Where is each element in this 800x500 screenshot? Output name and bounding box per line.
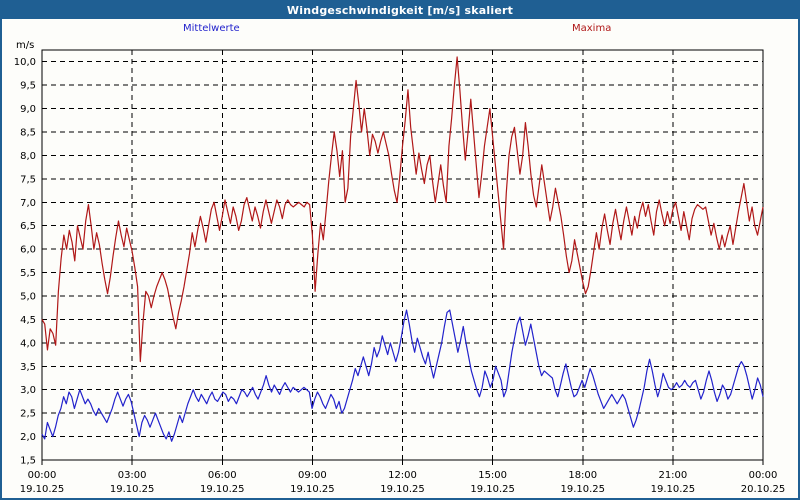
y-tick-label: 7,0 [20, 198, 36, 209]
x-tick-time-label: 18:00 [568, 470, 597, 481]
y-tick-label: 4,5 [20, 315, 36, 326]
chart-legend: Mittelwerte Maxima [2, 20, 798, 38]
y-tick-label: 2,0 [20, 432, 36, 443]
window-title: Windgeschwindigkeit [m/s] skaliert [2, 2, 798, 19]
y-tick-label: 3,0 [20, 385, 36, 396]
x-tick-time-label: 03:00 [118, 470, 147, 481]
series-line-maxima [41, 56, 764, 363]
x-tick-date-label: 19.10.25 [651, 484, 696, 495]
x-tick-date-label: 19.10.25 [380, 484, 425, 495]
y-tick-label: 6,5 [20, 221, 36, 232]
x-tick-date-label: 19.10.25 [290, 484, 335, 495]
x-tick-date-label: 19.10.25 [470, 484, 515, 495]
y-tick-label: 4,0 [20, 338, 36, 349]
grid-lines [42, 50, 763, 460]
axis-tick-labels: 10,0 9,5 9,0 8,5 8,0 7,5 7,0 6,5 6,0 5,5 5,0 4,5 4,0… [14, 57, 786, 495]
legend-item-mittelwerte: Mittelwerte [183, 23, 240, 34]
legend-item-maxima: Maxima [572, 23, 612, 34]
y-tick-label: 5,5 [20, 268, 36, 279]
x-tick-date-label: 19.10.25 [20, 484, 65, 495]
x-tick-time-label: 12:00 [388, 470, 417, 481]
x-tick-date-label: 19.10.25 [200, 484, 245, 495]
y-tick-label: 10,0 [14, 57, 36, 68]
x-tick-time-label: 21:00 [658, 470, 687, 481]
x-tick-time-label: 06:00 [208, 470, 237, 481]
x-tick-date-label: 19.10.25 [110, 484, 155, 495]
y-tick-label: 6,0 [20, 245, 36, 256]
data-series-layer [41, 56, 764, 442]
y-tick-label: 8,0 [20, 151, 36, 162]
x-tick-time-label: 15:00 [478, 470, 507, 481]
x-tick-time-label: 00:00 [749, 470, 778, 481]
y-tick-label: 3,5 [20, 362, 36, 373]
y-tick-label: 5,0 [20, 292, 36, 303]
x-tick-date-label: 20.10.25 [741, 484, 786, 495]
x-tick-time-label: 00:00 [28, 470, 57, 481]
y-tick-label: 9,0 [20, 104, 36, 115]
y-tick-label: 1,5 [20, 456, 36, 467]
y-tick-label: 8,5 [20, 128, 36, 139]
series-line-mittelwerte [41, 309, 764, 442]
y-tick-label: 9,5 [20, 81, 36, 92]
y-axis-unit-label: m/s [16, 40, 35, 51]
y-tick-label: 2,5 [20, 409, 36, 420]
x-tick-date-label: 19.10.25 [560, 484, 605, 495]
plot-frame [41, 49, 764, 465]
y-tick-label: 7,5 [20, 174, 36, 185]
x-tick-time-label: 09:00 [298, 470, 327, 481]
